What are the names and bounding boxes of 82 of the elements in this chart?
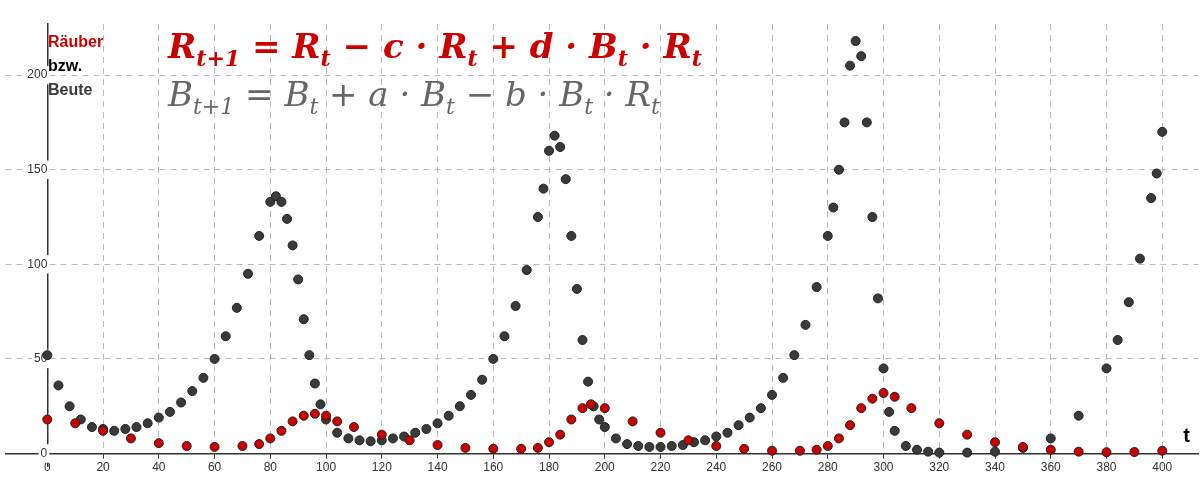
point: [1045, 444, 1056, 455]
x-tick-label: 180: [539, 460, 560, 475]
point: [1157, 445, 1168, 456]
text: R$_{t+1}$ = R$_{t}$ − c · R$_{t}$ + d · B$_{t}$ · R$_{t}$: [168, 26, 702, 71]
point: [544, 437, 555, 448]
point: [683, 435, 694, 446]
point: [555, 429, 566, 440]
point: [627, 416, 638, 427]
point: [125, 433, 136, 444]
y-tick-label: 100: [27, 256, 48, 271]
point: [845, 420, 856, 431]
point: [332, 416, 343, 427]
y-tick-label: 0: [40, 445, 48, 460]
x-tick-label: 380: [1096, 460, 1117, 475]
x-tick-label: 140: [427, 460, 448, 475]
point: [153, 438, 164, 449]
x-tick-label: 400: [1152, 460, 1173, 475]
point: [767, 445, 778, 456]
x-tick-label: 340: [985, 460, 1006, 475]
point: [276, 425, 287, 436]
point: [209, 441, 220, 452]
point: [867, 393, 878, 404]
text: Räuber: [48, 32, 104, 52]
x-tick-label: 200: [594, 460, 616, 475]
point: [811, 444, 822, 455]
point: [856, 403, 867, 414]
x-tick-label: 320: [929, 460, 950, 475]
x-tick-label: 20: [96, 460, 111, 475]
point: [432, 440, 443, 451]
x-tick-label: 80: [263, 460, 278, 475]
point: [298, 410, 309, 421]
annotation: bzw.: [48, 56, 84, 76]
x-tick-label: 100: [316, 460, 337, 475]
point: [532, 442, 543, 453]
point: [254, 439, 265, 450]
point: [488, 443, 499, 454]
point: [42, 414, 53, 425]
point: [889, 391, 900, 402]
x-tick-label: 40: [152, 460, 166, 475]
point: [287, 416, 298, 427]
point: [321, 410, 332, 421]
x-tick-label: 160: [483, 460, 504, 475]
point: [1129, 447, 1140, 458]
text: Beute: [48, 80, 94, 100]
x-tick-label: 240: [706, 460, 727, 475]
point: [237, 440, 248, 451]
x-tick-label: 300: [873, 460, 894, 475]
point: [265, 433, 276, 444]
point: [1101, 447, 1112, 458]
point: [655, 427, 666, 438]
point: [599, 403, 610, 414]
point: [309, 408, 320, 419]
point: [739, 443, 750, 454]
point: [566, 414, 577, 425]
point: [990, 437, 1001, 448]
x-tick-label: 220: [650, 460, 671, 475]
point: [70, 418, 81, 429]
point: [460, 442, 471, 453]
x-tick-label: 120: [371, 460, 393, 475]
point: [822, 440, 833, 451]
y-tick-label: 150: [27, 162, 48, 177]
point: [962, 429, 973, 440]
point: [516, 443, 527, 454]
x-tick-label: 260: [762, 460, 783, 475]
y-tick-label: 200: [27, 67, 48, 82]
point: [404, 435, 415, 446]
point: [934, 418, 945, 429]
x-tick-label: 360: [1040, 460, 1062, 475]
x-axis-title: t: [1183, 424, 1190, 447]
point: [376, 429, 387, 440]
point: [878, 388, 889, 398]
point: [794, 445, 805, 456]
x-tick-label: 280: [817, 460, 839, 475]
text: B$_{t+1}$ = B$_{t}$ + a · B$_{t}$ − b · B$_{t}$ · R$_{t}$: [168, 74, 660, 119]
point: [711, 440, 722, 451]
point: [577, 403, 588, 414]
point: [833, 433, 844, 444]
x-tick-label: 60: [207, 460, 222, 475]
point: [348, 422, 359, 433]
point: [1073, 446, 1084, 457]
point: [181, 440, 192, 451]
point: [906, 403, 917, 414]
